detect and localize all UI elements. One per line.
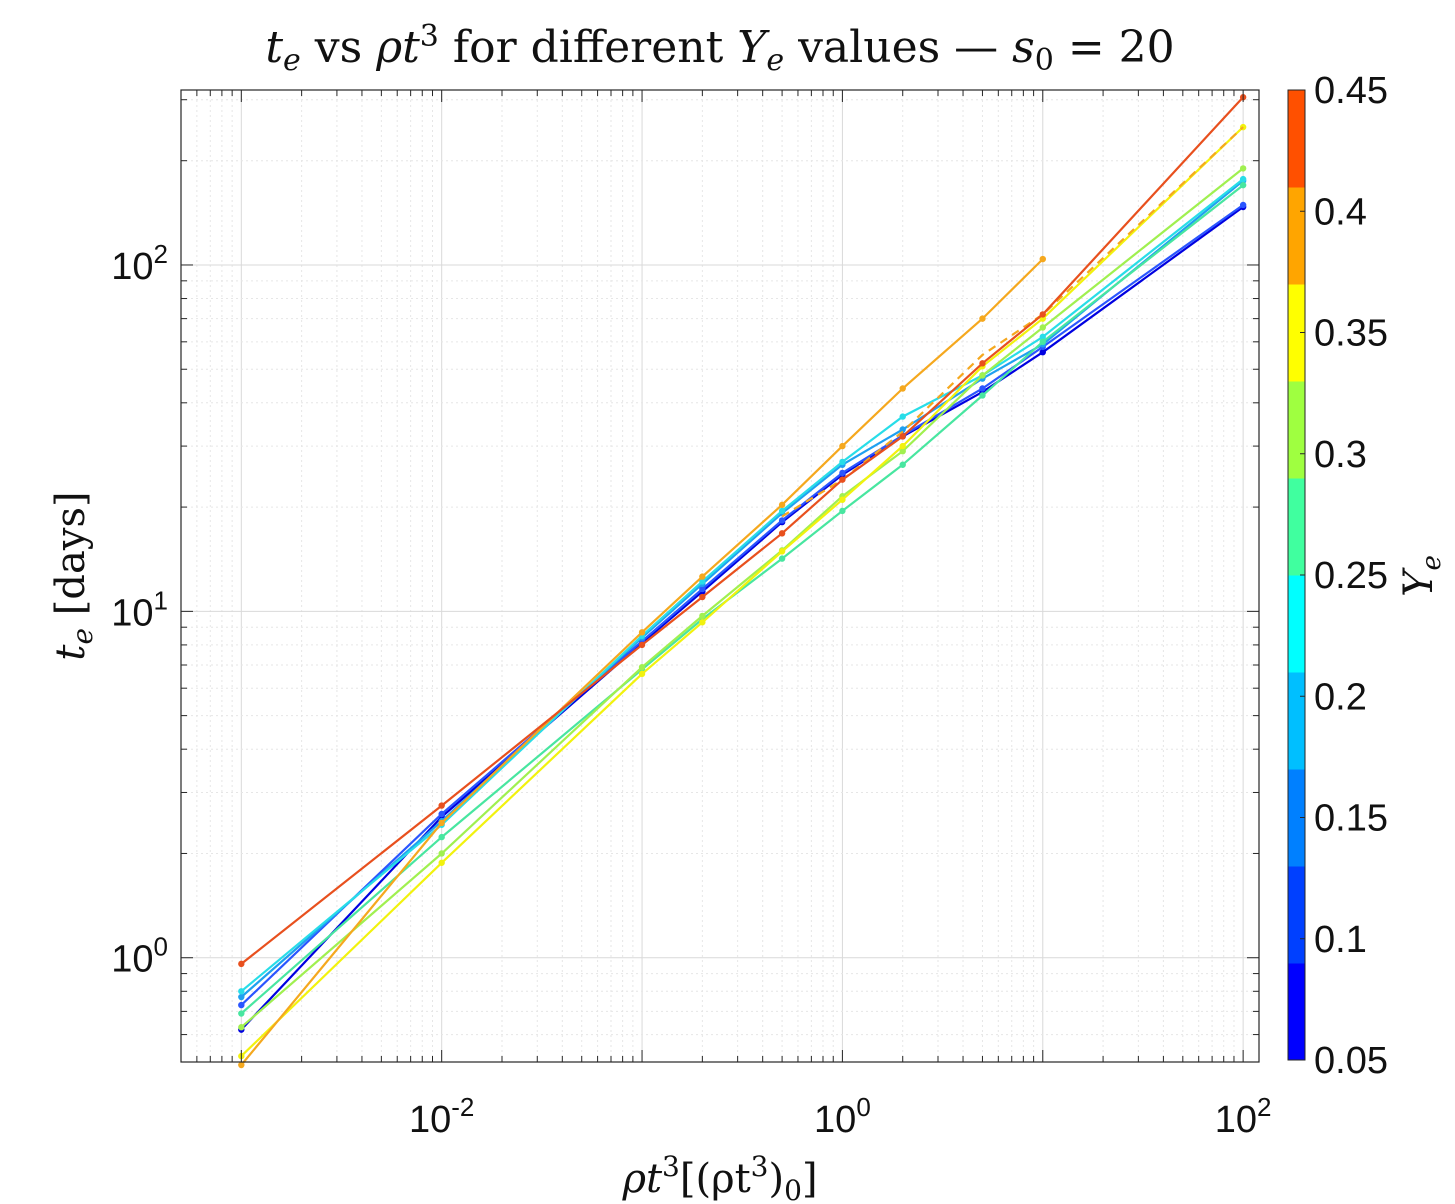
- colorbar-tick-label: 0.45: [1314, 70, 1388, 112]
- data-point: [1039, 348, 1046, 356]
- data-point: [979, 385, 986, 392]
- y-tick-label: 101: [111, 585, 168, 634]
- colorbar-tick-label: 0.3: [1314, 434, 1367, 476]
- colorbar-segment: [1288, 866, 1305, 964]
- data-point: [979, 315, 986, 322]
- colorbar-segment: [1288, 478, 1305, 576]
- data-point: [1239, 181, 1247, 189]
- data-point: [238, 1010, 245, 1017]
- colorbar-tick-label: 0.05: [1314, 1040, 1388, 1082]
- data-point: [899, 442, 906, 450]
- data-point: [438, 802, 445, 809]
- colorbar-label: Ye: [1396, 555, 1447, 597]
- colorbar-segment: [1288, 963, 1305, 1061]
- data-point: [839, 442, 846, 450]
- data-point: [1239, 165, 1247, 172]
- data-point: [699, 619, 706, 626]
- data-point: [778, 507, 786, 515]
- axes-box: [180, 89, 1260, 1063]
- colorbar-segment: [1288, 90, 1305, 188]
- data-point: [699, 578, 706, 585]
- tick-marks: [180, 90, 1259, 1063]
- data-point: [899, 461, 906, 468]
- x-tick-label: 10-2: [409, 1092, 474, 1141]
- data-point: [438, 850, 445, 857]
- colorbar-tick-label: 0.2: [1314, 676, 1367, 718]
- data-point: [1239, 175, 1247, 183]
- data-point: [699, 573, 706, 580]
- data-point: [238, 1001, 245, 1009]
- colorbar-segment: [1288, 672, 1305, 770]
- data-point: [238, 1061, 245, 1069]
- data-point: [238, 960, 245, 968]
- colorbar-segment: [1288, 575, 1305, 673]
- y-tick-label: 100: [111, 932, 168, 981]
- data-point: [839, 476, 846, 483]
- data-point: [1239, 201, 1247, 209]
- data-point: [438, 859, 445, 866]
- data-point: [899, 447, 906, 455]
- data-point: [238, 988, 245, 995]
- data-point: [638, 641, 646, 649]
- data-point: [238, 993, 245, 1001]
- data-point: [638, 670, 646, 678]
- data-point: [839, 496, 846, 503]
- colorbar-tick-label: 0.15: [1314, 798, 1388, 840]
- y-axis-label: te [days]: [48, 491, 99, 660]
- data-point: [1039, 255, 1046, 263]
- data-point: [899, 385, 906, 392]
- colorbar-segment: [1288, 381, 1305, 479]
- x-axis-label: ρt3[(ρt3)0]: [621, 1150, 817, 1204]
- series-line: [240, 126, 1244, 1057]
- data-point: [778, 548, 786, 555]
- y-tick-label: 102: [111, 239, 168, 288]
- data-point: [979, 372, 986, 379]
- series-group: [238, 94, 1247, 1069]
- data-point: [899, 413, 906, 420]
- chart-title: te vs ρt3 for different Ye values — s0 =…: [265, 19, 1174, 78]
- colorbar-segment: [1288, 769, 1305, 867]
- data-point: [438, 833, 445, 841]
- x-tick-label: 102: [1215, 1092, 1272, 1141]
- data-point: [1039, 324, 1046, 331]
- tick-labels: 10-2 100 102 100 101 102: [111, 239, 1271, 1141]
- colorbar-tick-label: 0.25: [1314, 555, 1388, 597]
- data-point: [1039, 333, 1046, 341]
- grid: [180, 90, 1259, 1063]
- series-line: [240, 96, 1244, 965]
- data-point: [638, 663, 646, 671]
- data-point: [979, 360, 986, 367]
- data-point: [778, 517, 786, 524]
- data-point: [699, 612, 706, 620]
- data-point: [778, 555, 786, 562]
- x-tick-label: 100: [814, 1092, 871, 1141]
- data-point: [778, 530, 786, 537]
- colorbar-tick-labels: 0.05 0.1 0.15 0.2 0.25 0.3 0.35 0.4 0.45: [1300, 70, 1388, 1082]
- data-point: [899, 433, 906, 440]
- colorbar-tick-label: 0.4: [1314, 191, 1367, 233]
- series-line: [240, 184, 1244, 1015]
- series-line: [781, 126, 1244, 518]
- colorbar-tick-label: 0.35: [1314, 313, 1388, 355]
- data-point: [778, 501, 786, 509]
- colorbar-segment: [1288, 187, 1305, 285]
- data-point: [438, 810, 445, 818]
- data-point: [979, 392, 986, 399]
- data-point: [839, 458, 846, 466]
- data-point: [1039, 338, 1046, 346]
- data-point: [839, 507, 846, 515]
- data-point: [238, 1024, 245, 1031]
- data-point: [699, 585, 706, 593]
- data-point: [438, 819, 445, 827]
- data-point: [699, 593, 706, 601]
- series-line: [240, 178, 1244, 993]
- data-point: [839, 469, 846, 477]
- colorbar-tick-label: 0.1: [1314, 919, 1367, 961]
- data-point: [638, 629, 646, 636]
- data-point: [899, 426, 906, 433]
- data-point: [1039, 311, 1046, 318]
- series-line: [240, 167, 1244, 1029]
- colorbar-segment: [1288, 284, 1305, 382]
